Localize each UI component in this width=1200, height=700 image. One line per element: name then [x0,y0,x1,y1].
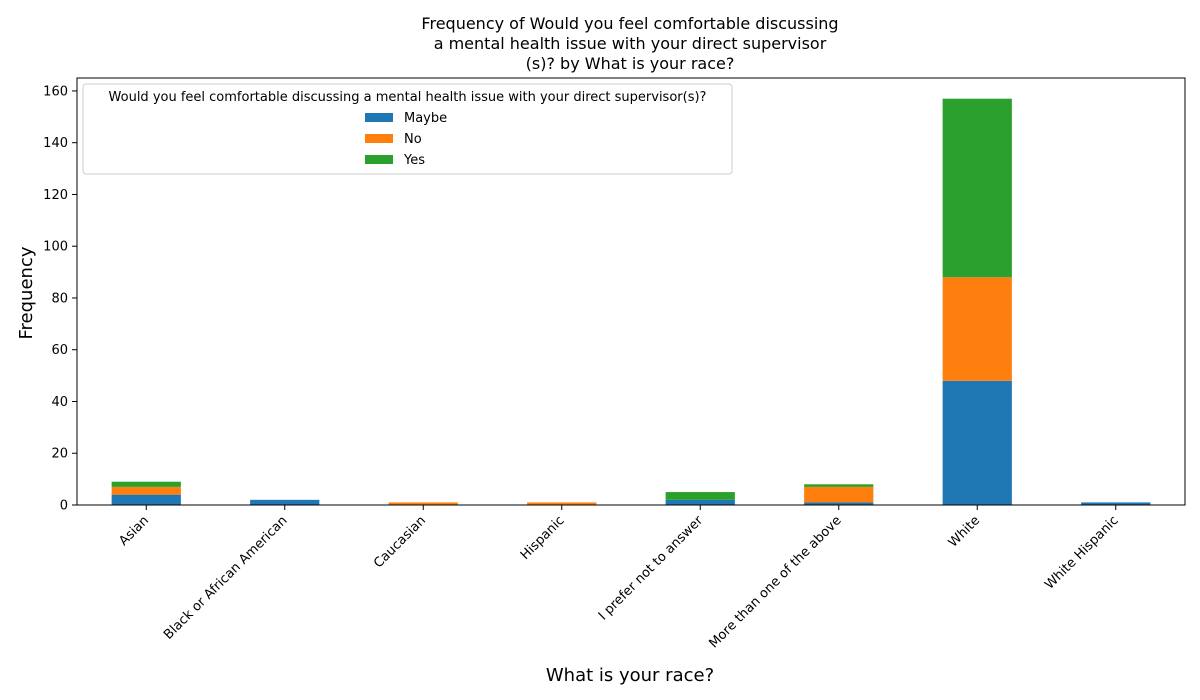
x-tick-label: Asian [116,513,152,549]
y-tick-label: 100 [43,240,68,255]
bar-segment-maybe [250,499,320,505]
legend-swatch-yes [365,155,393,164]
bar-segment-no [388,502,458,505]
bar-segment-maybe [804,502,874,505]
y-tick-label: 120 [43,188,68,203]
bar-segment-yes [111,481,181,487]
legend-frame [82,83,733,175]
bar-segment-yes [942,98,1012,278]
y-tick-label: 140 [43,136,68,151]
bar-segment-no [942,277,1012,381]
bar-segment-no [804,486,874,503]
y-tick-label: 0 [60,499,68,514]
bars-group [111,98,1151,505]
y-tick-label: 60 [51,343,68,358]
legend-label-maybe: Maybe [404,111,447,126]
legend-swatch-no [365,134,393,143]
bar-segment-maybe [111,494,181,505]
legend-title: Would you feel comfortable discussing a … [109,90,707,105]
legend-label-yes: Yes [403,153,425,168]
bar-segment-yes [665,492,735,500]
y-axis-title: Frequency [16,246,37,339]
legend: Would you feel comfortable discussing a … [82,83,733,175]
x-tick-label: Hispanic [518,513,568,563]
y-tick-label: 160 [43,84,68,99]
chart-title-line: (s)? by What is your race? [526,54,735,73]
x-tick-label: White Hispanic [1042,513,1121,592]
chart-title-line: a mental health issue with your direct s… [434,34,827,53]
bar-segment-yes [804,484,874,487]
x-tick-label: I prefer not to answer [596,513,707,624]
x-tick-label: Black or African American [161,513,290,642]
legend-label-no: No [404,132,422,147]
x-tick-label: Caucasian [371,513,429,571]
x-tick-label: More than one of the above [706,513,844,651]
y-axis: 0 20 40 60 80 100 120 140 160 [43,84,77,514]
y-tick-label: 40 [51,395,68,410]
y-tick-label: 20 [51,447,68,462]
bar-segment-maybe [1081,502,1151,505]
bar-segment-no [527,502,597,505]
plot-frame [76,77,1186,506]
x-axis: Asian Black or African American Caucasian H… [116,505,1122,651]
chart-title-line: Frequency of Would you feel comfortable … [421,14,838,33]
x-tick-label: White [946,513,983,550]
y-tick-label: 80 [51,291,68,306]
chart-title: Frequency of Would you feel comfortable … [421,14,838,73]
bar-segment-no [111,486,181,495]
legend-swatch-maybe [365,113,393,122]
bar-segment-maybe [942,380,1012,505]
x-axis-title: What is your race? [546,665,714,686]
bar-segment-maybe [665,499,735,505]
